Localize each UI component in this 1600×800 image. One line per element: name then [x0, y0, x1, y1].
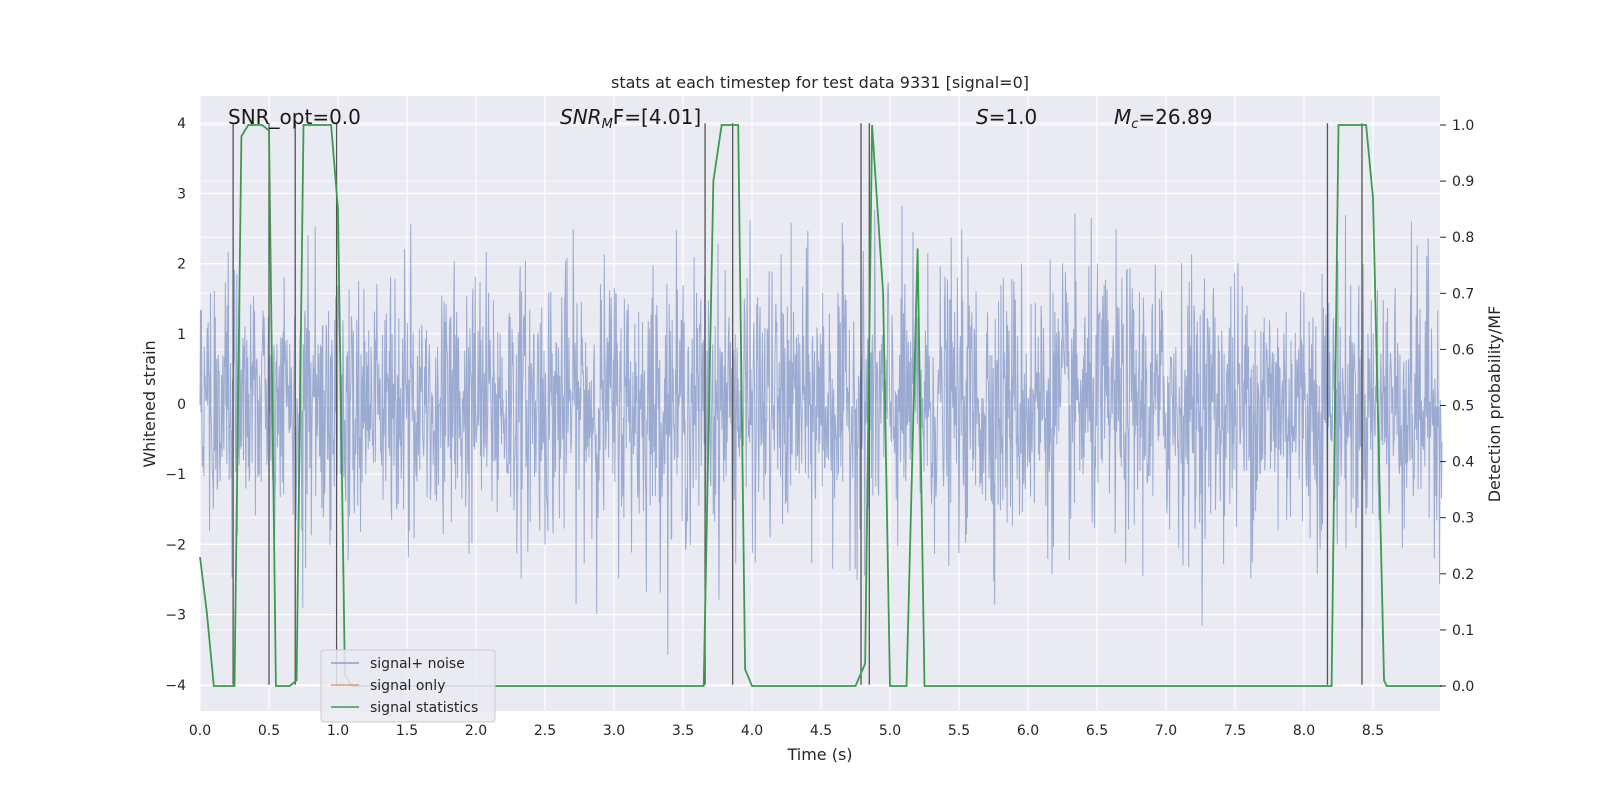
x-tick-label: 1.5 [396, 723, 418, 739]
annotation-snr-mf: SNRMF=[4.01] [560, 105, 701, 132]
y-tick-label-left: −2 [165, 537, 186, 553]
y-tick-label-left: 0 [177, 397, 186, 413]
x-tick-label: 4.0 [741, 723, 763, 739]
series-signal-statistics [199, 124, 1442, 687]
x-tick-label: 0.5 [258, 723, 280, 739]
x-tick-label: 0.0 [189, 723, 211, 739]
x-tick-label: 1.0 [327, 723, 349, 739]
y-tick-label-left: −3 [165, 608, 186, 624]
y-tick-label-left: −1 [165, 467, 186, 483]
x-tick-label: 4.5 [810, 723, 832, 739]
legend-box [320, 649, 496, 723]
chart-title: stats at each timestep for test data 933… [611, 73, 1029, 92]
annotation-snr-mf-main: SNR [560, 105, 602, 129]
y-tick-label-right: 0.5 [1452, 399, 1474, 415]
x-tick-label: 8.5 [1362, 723, 1384, 739]
x-tick-label: 7.5 [1224, 723, 1246, 739]
y-tick-label-right: 0.6 [1452, 342, 1474, 358]
y-tick-label-left: 2 [177, 257, 186, 273]
y-tick-label-right: 1.0 [1452, 118, 1474, 134]
y-tick-label-right: 0.4 [1452, 455, 1474, 471]
y-tick-label-right: 0.0 [1452, 679, 1474, 695]
annotation-s-main: S [976, 105, 989, 129]
x-axis-ticks: 0.0 0.5 1.0 1.5 2.0 2.5 3.0 3.5 4.0 4.5 5.0 5.5 6.0 6… [189, 723, 1384, 739]
y-tick-label-right: 0.9 [1452, 174, 1474, 190]
x-tick-label: 5.0 [879, 723, 901, 739]
x-tick-label: 2.0 [465, 723, 487, 739]
x-tick-label: 2.5 [534, 723, 556, 739]
y-tick-label-right: 0.2 [1452, 567, 1474, 583]
y-tick-label-left: 3 [177, 186, 186, 202]
annotation-snr-mf-sub: M [602, 117, 613, 132]
annotation-mc-main: M [1114, 105, 1131, 129]
x-tick-label: 5.5 [948, 723, 970, 739]
annotation-mc: Mc=26.89 [1114, 105, 1212, 132]
x-tick-label: 8.0 [1293, 723, 1315, 739]
y-tick-label-right: 0.1 [1452, 623, 1474, 639]
x-tick-label: 3.0 [603, 723, 625, 739]
annotation-mc-rest: =26.89 [1138, 105, 1212, 129]
x-axis-label: Time (s) [786, 745, 852, 764]
y-tick-label-left: 4 [177, 116, 186, 132]
legend-label-signal-noise: signal+ noise [370, 656, 465, 672]
legend-label-signal-statistics: signal statistics [370, 700, 478, 716]
y-axis-left-ticks: 4 3 2 1 0 −1 −2 −3 −4 [165, 116, 186, 694]
annotation-mc-sub: c [1131, 117, 1138, 132]
y-tick-label-left: −4 [165, 678, 186, 694]
y-tick-label-right: 0.7 [1452, 286, 1474, 302]
annotation-snr-mf-rest: F=[4.01] [613, 105, 701, 129]
y-tick-label-right: 0.8 [1452, 230, 1474, 246]
series-signal-noise [199, 206, 1443, 655]
signal-statistics-line [199, 124, 1442, 687]
y-tick-label-right: 0.3 [1452, 511, 1474, 527]
legend-label-signal-only: signal only [370, 678, 445, 694]
x-tick-label: 3.5 [672, 723, 694, 739]
y-tick-label-left: 1 [177, 327, 186, 343]
signal-noise-line [199, 206, 1443, 655]
y-axis-right-label: Detection probability/MF [1485, 306, 1504, 503]
y-axis-right-ticks: 1.0 0.9 0.8 0.7 0.6 0.5 0.4 0.3 0.2 0.1 0.0 [1440, 118, 1474, 695]
detection-markers [232, 123, 1363, 685]
legend: signal+ noise signal only signal statist… [320, 649, 496, 723]
annotation-s: S=1.0 [976, 105, 1037, 129]
x-tick-label: 6.0 [1017, 723, 1039, 739]
annotation-s-rest: =1.0 [989, 105, 1038, 129]
y-axis-left-label: Whitened strain [140, 340, 159, 467]
x-tick-label: 6.5 [1086, 723, 1108, 739]
x-tick-label: 7.0 [1155, 723, 1177, 739]
annotation-snr-opt: SNR_opt=0.0 [228, 105, 361, 129]
